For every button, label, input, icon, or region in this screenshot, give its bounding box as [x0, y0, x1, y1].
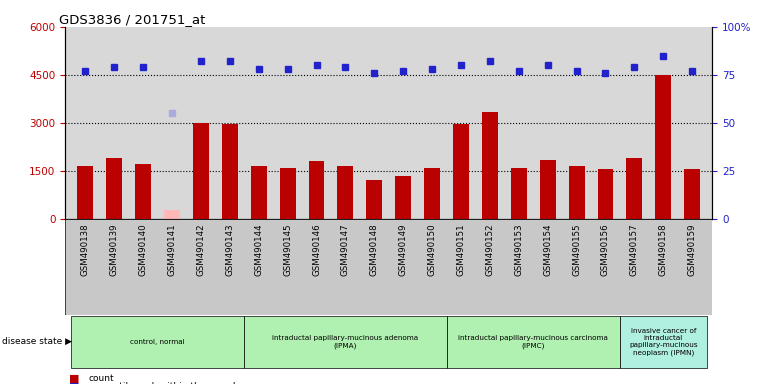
- Bar: [193, 123, 209, 219]
- Text: GSM490143: GSM490143: [225, 223, 234, 276]
- Text: invasive cancer of
intraductal
papillary-mucinous
neoplasm (IPMN): invasive cancer of intraductal papillary…: [629, 328, 698, 356]
- Bar: [338, 166, 353, 219]
- Text: disease state ▶: disease state ▶: [2, 337, 71, 346]
- Bar: [280, 168, 296, 219]
- Text: GSM490141: GSM490141: [168, 223, 176, 276]
- Bar: [106, 158, 123, 219]
- Text: intraductal papillary-mucinous adenoma
(IPMA): intraductal papillary-mucinous adenoma (…: [273, 335, 418, 349]
- Bar: [511, 168, 527, 219]
- Bar: [250, 166, 267, 219]
- Text: GSM490148: GSM490148: [370, 223, 379, 276]
- Bar: [135, 164, 151, 219]
- Text: GSM490139: GSM490139: [110, 223, 119, 276]
- Bar: [482, 112, 498, 219]
- FancyBboxPatch shape: [71, 316, 244, 367]
- Bar: [366, 180, 382, 219]
- Bar: [684, 169, 700, 219]
- Bar: [65, 219, 712, 315]
- Text: count: count: [88, 374, 113, 383]
- Text: intraductal papillary-mucinous carcinoma
(IPMC): intraductal papillary-mucinous carcinoma…: [458, 335, 608, 349]
- Text: ■: ■: [69, 382, 80, 384]
- Bar: [222, 124, 237, 219]
- Bar: [395, 176, 411, 219]
- Text: GSM490154: GSM490154: [543, 223, 552, 276]
- Text: GSM490142: GSM490142: [196, 223, 205, 276]
- Bar: [424, 168, 440, 219]
- Bar: [453, 124, 469, 219]
- Text: GSM490146: GSM490146: [312, 223, 321, 276]
- Text: GSM490152: GSM490152: [486, 223, 494, 276]
- Text: control, normal: control, normal: [130, 339, 185, 345]
- FancyBboxPatch shape: [447, 316, 620, 367]
- Text: GSM490138: GSM490138: [81, 223, 90, 276]
- Bar: [164, 210, 180, 219]
- Text: GSM490140: GSM490140: [139, 223, 148, 276]
- FancyBboxPatch shape: [620, 316, 706, 367]
- Text: GSM490157: GSM490157: [630, 223, 639, 276]
- Text: ■: ■: [69, 373, 80, 383]
- Text: GSM490145: GSM490145: [283, 223, 292, 276]
- Text: GSM490158: GSM490158: [659, 223, 668, 276]
- Text: GSM490147: GSM490147: [341, 223, 350, 276]
- Bar: [597, 169, 614, 219]
- Bar: [540, 160, 555, 219]
- Bar: [309, 161, 325, 219]
- FancyBboxPatch shape: [244, 316, 447, 367]
- Bar: [568, 166, 584, 219]
- Text: GSM490156: GSM490156: [601, 223, 610, 276]
- Text: GSM490153: GSM490153: [514, 223, 523, 276]
- Text: percentile rank within the sample: percentile rank within the sample: [88, 382, 241, 384]
- Bar: [655, 75, 671, 219]
- Text: GSM490144: GSM490144: [254, 223, 264, 276]
- Text: GSM490150: GSM490150: [427, 223, 437, 276]
- Text: GSM490149: GSM490149: [398, 223, 408, 276]
- Text: GSM490151: GSM490151: [457, 223, 466, 276]
- Text: GDS3836 / 201751_at: GDS3836 / 201751_at: [59, 13, 205, 26]
- Text: GSM490155: GSM490155: [572, 223, 581, 276]
- Bar: [627, 158, 643, 219]
- Bar: [77, 166, 93, 219]
- Text: GSM490159: GSM490159: [688, 223, 696, 276]
